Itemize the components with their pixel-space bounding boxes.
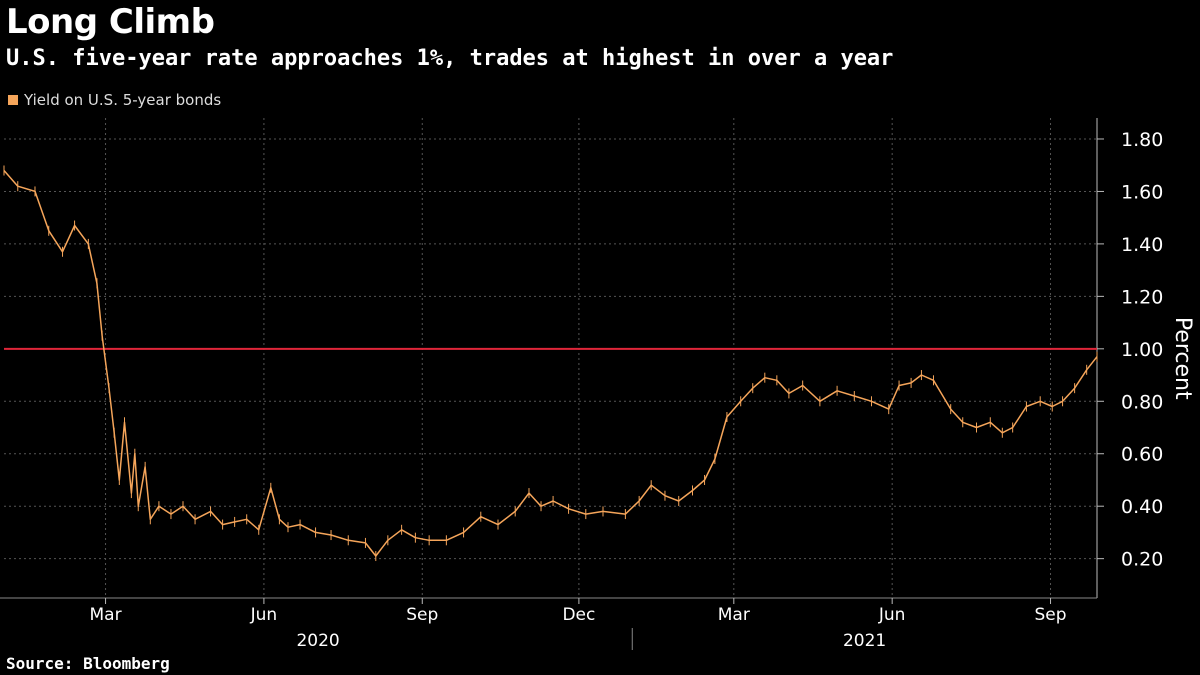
y-tick-label: 1.00 (1121, 339, 1163, 361)
legend-swatch (8, 95, 18, 105)
x-tick-label: Mar (718, 605, 750, 625)
y-tick-label: 1.80 (1121, 129, 1163, 151)
yield-series-line (3, 170, 1098, 557)
y-tick-label: 0.80 (1121, 391, 1163, 413)
y-tick-label: 1.20 (1121, 286, 1163, 308)
year-label: 2020 (296, 631, 339, 651)
x-tick-label: Sep (406, 605, 438, 625)
chart-title: Long Climb (6, 2, 215, 42)
y-tick-label: 0.60 (1121, 444, 1163, 466)
legend: Yield on U.S. 5-year bonds (8, 91, 221, 109)
y-tick-label: 1.40 (1121, 234, 1163, 256)
x-tick-label: Dec (562, 605, 595, 625)
x-tick-label: Mar (90, 605, 122, 625)
legend-label: Yield on U.S. 5-year bonds (24, 91, 222, 109)
y-axis-title: Percent (1170, 317, 1195, 400)
source-note: Source: Bloomberg (6, 654, 170, 673)
x-tick-label: Jun (250, 605, 278, 625)
chart-subtitle: U.S. five-year rate approaches 1%, trade… (6, 46, 894, 71)
x-tick-label: Sep (1035, 605, 1067, 625)
x-tick-label: Jun (878, 605, 906, 625)
y-tick-label: 1.60 (1121, 181, 1163, 203)
year-label: 2021 (843, 631, 886, 651)
y-tick-label: 0.40 (1121, 496, 1163, 518)
y-tick-label: 0.20 (1121, 549, 1163, 571)
